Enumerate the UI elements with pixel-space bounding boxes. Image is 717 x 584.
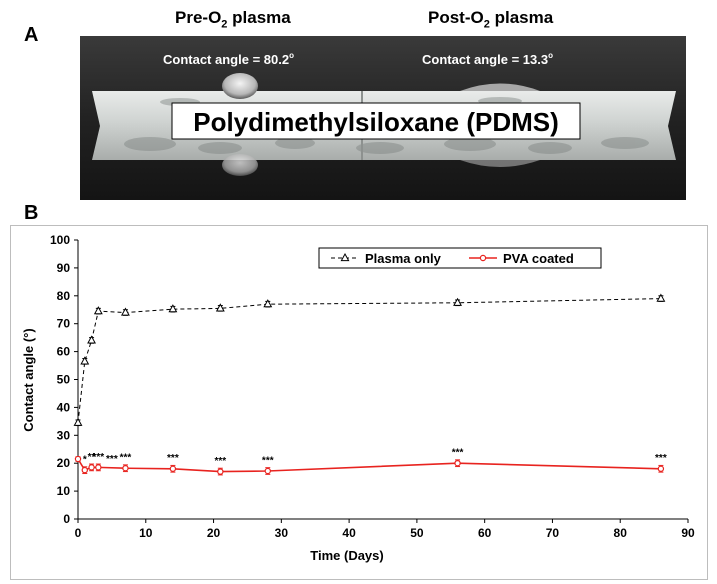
x-tick-label: 0	[75, 526, 82, 540]
y-tick-label: 90	[57, 261, 71, 275]
legend-box	[318, 247, 602, 269]
data-point-marker	[169, 465, 177, 472]
data-point-marker	[74, 455, 82, 463]
y-tick-label: 60	[57, 345, 71, 359]
y-tick-label: 20	[57, 456, 71, 470]
panel-a-label: A	[24, 24, 39, 46]
data-point-marker	[215, 303, 225, 312]
significance-label: ***	[106, 454, 118, 465]
x-tick-label: 50	[410, 526, 424, 540]
pre-droplet-reflection	[222, 154, 258, 176]
y-tick-label: 70	[57, 317, 71, 331]
x-tick-label: 90	[681, 526, 695, 540]
center-label-box	[171, 102, 581, 140]
legend-marker-plasma	[340, 252, 350, 262]
data-point-marker	[88, 464, 95, 471]
post-plasma-title: Post-O2 plasma	[428, 8, 553, 30]
significance-label: ***	[214, 456, 226, 467]
series-line-0	[77, 298, 661, 423]
x-tick-label: 30	[275, 526, 289, 540]
x-tick-label: 80	[614, 526, 628, 540]
y-tick-label: 80	[57, 289, 71, 303]
significance-label: *	[83, 455, 87, 466]
pre-droplet	[222, 73, 258, 99]
significance-label: ***	[120, 453, 132, 464]
data-point-marker	[95, 464, 102, 471]
legend-marker-pva	[479, 254, 487, 262]
data-point-marker	[656, 293, 666, 302]
axes: 0 10 20 30 40 50 60 70 80 90 100 0 10 20 30 40 50 60 70 80 9…	[50, 233, 695, 540]
pre-title-subscript: 2	[221, 18, 228, 31]
significance-label: ***	[92, 452, 104, 463]
significance-label: ***	[452, 448, 464, 459]
plot-area: * ***** *** *** *** *** *********	[73, 293, 667, 476]
data-point-marker	[657, 465, 665, 472]
data-point-marker	[81, 466, 88, 474]
pre-angle-label: Contact angle = 80.2o	[163, 51, 294, 67]
data-point-marker	[168, 304, 178, 313]
x-tick-label: 40	[342, 526, 356, 540]
x-axis-label: Time (Days)	[310, 548, 383, 563]
x-tick-label: 10	[139, 526, 153, 540]
center-label: Polydimethylsiloxane (PDMS)	[193, 107, 559, 137]
x-tick-label: 70	[546, 526, 560, 540]
chart-frame: 0 10 20 30 40 50 60 70 80 90 100 0 10 20 30 40 50 60 70 80 9…	[10, 225, 708, 580]
legend-label-pva: PVA coated	[503, 251, 574, 266]
significance-label: ***	[167, 453, 179, 464]
y-tick-label: 10	[57, 484, 71, 498]
y-tick-label: 30	[57, 428, 71, 442]
slab-texture	[124, 97, 649, 154]
data-point-marker	[80, 356, 90, 365]
pre-plasma-title: Pre-O2 plasma	[175, 8, 291, 30]
data-point-marker	[264, 467, 271, 475]
contact-angle-chart: 0 10 20 30 40 50 60 70 80 90 100 0 10 20 30 40 50 60 70 80 9…	[21, 233, 695, 563]
post-droplet	[460, 83, 540, 91]
data-point-marker	[263, 299, 273, 308]
data-point-marker	[87, 335, 96, 344]
legend-label-plasma: Plasma only	[365, 251, 442, 266]
data-point-marker	[454, 459, 461, 467]
series-line-1	[77, 458, 661, 473]
data-point-marker	[73, 417, 83, 426]
y-tick-label: 40	[57, 400, 71, 414]
x-tick-label: 20	[207, 526, 221, 540]
pdms-photo: Contact angle = 80.2o Contact angle = 13…	[80, 36, 686, 200]
y-tick-label: 100	[50, 233, 70, 247]
data-point-marker	[122, 465, 129, 472]
y-axis-label: Contact angle (°)	[21, 328, 36, 431]
pre-title-text: Pre-O	[175, 8, 222, 27]
data-point-marker	[121, 307, 130, 316]
data-point-marker	[453, 297, 462, 306]
pre-title-suffix: plasma	[227, 8, 291, 27]
data-point-marker	[93, 306, 103, 315]
pdms-photo-drawing: Contact angle = 80.2o Contact angle = 13…	[80, 36, 686, 200]
panel-b-label: B	[24, 202, 39, 224]
significance-label: **	[88, 452, 96, 463]
post-angle-label: Contact angle = 13.3o	[422, 51, 553, 67]
significance-label: ***	[262, 455, 274, 466]
post-title-suffix: plasma	[489, 8, 554, 27]
post-droplet-reflection	[460, 160, 540, 167]
legend: Plasma only PVA coated	[318, 247, 602, 269]
y-tick-label: 50	[57, 373, 71, 387]
post-title-text: Post-O	[428, 8, 484, 27]
significance-label: ***	[655, 453, 667, 464]
x-tick-label: 60	[478, 526, 492, 540]
y-tick-label: 0	[63, 512, 70, 526]
data-point-marker	[217, 468, 224, 475]
post-title-subscript: 2	[483, 18, 490, 31]
